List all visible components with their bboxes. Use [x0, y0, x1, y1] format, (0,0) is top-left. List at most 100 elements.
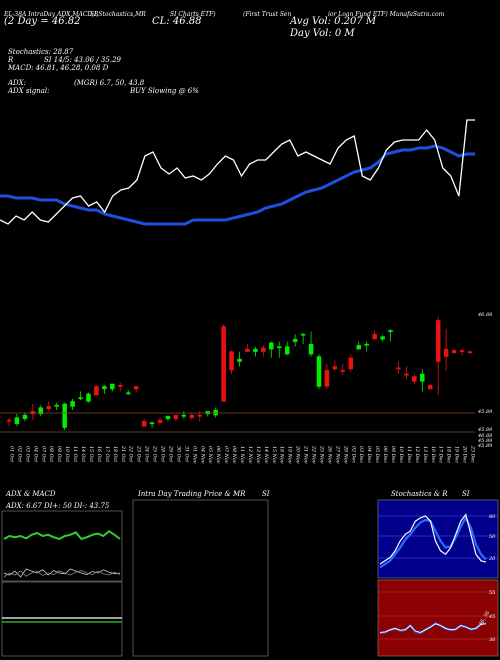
candle-body	[78, 397, 83, 400]
candle-body	[316, 356, 322, 387]
date-tick-label: 31 Oct	[183, 446, 189, 462]
date-tick-label: 11 Nov	[239, 446, 245, 464]
close-label: CL: 46.88	[152, 16, 202, 27]
buy-signal: BUY Slowing @ 6%	[130, 87, 199, 95]
candle-body	[269, 342, 274, 350]
intraday-panel-frame	[132, 499, 269, 657]
stochastics-readout: Stochastics: 28.87	[8, 48, 74, 56]
price-label-mid-3: 45.89	[478, 443, 493, 449]
candle-body	[451, 350, 457, 354]
candle-body	[125, 392, 131, 395]
date-tick-label: 04 Dec	[366, 446, 372, 463]
header-tab-2: SI,Stochastics,MR	[90, 11, 146, 18]
rsi-panel-line	[379, 623, 487, 633]
date-tick-label: 25 Nov	[318, 445, 324, 464]
date-tick-label: 28 Oct	[160, 445, 166, 462]
date-tick-label: 10 Dec	[398, 446, 404, 463]
candle-body	[300, 333, 306, 336]
candle-body	[62, 403, 67, 428]
adx-values: (MGR) 6.7, 50, 43.8	[74, 79, 145, 87]
di-plus-line	[3, 568, 121, 578]
candle-body	[54, 404, 59, 407]
candle-body	[70, 401, 75, 407]
date-tick-label: 21 Oct	[120, 445, 126, 462]
date-tick-label: 05 Nov	[207, 446, 213, 464]
candle-body	[308, 343, 314, 355]
date-tick-label: 18 Nov	[279, 446, 285, 464]
candle-body	[165, 416, 171, 420]
di-minus-line	[3, 570, 121, 578]
adx-label: ADX:	[8, 79, 27, 87]
candle-body	[443, 348, 449, 357]
date-tick-label: 19 Dec	[454, 446, 460, 463]
date-tick-label: 25 Oct	[152, 445, 158, 462]
candle-body	[348, 357, 354, 370]
candle-body	[22, 414, 28, 420]
stoch-title-b: SI	[462, 490, 470, 498]
candle-body	[94, 386, 99, 396]
candle-body	[157, 419, 163, 423]
date-tick-label: 03 Oct	[24, 446, 30, 462]
date-tick-label: 05 Dec	[374, 446, 380, 463]
date-tick-label: 22 Oct	[128, 445, 134, 462]
candle-body	[141, 421, 147, 427]
date-tick-label: 27 Nov	[334, 445, 340, 464]
date-tick-label: 03 Dec	[358, 446, 364, 463]
candle-body	[284, 346, 290, 355]
intraday-title-b: SI	[262, 490, 270, 498]
date-tick-label: 29 Nov	[342, 445, 348, 464]
header-tab-3: SI Charts ETF)	[170, 11, 216, 18]
day-label: (2 Day = 46.82	[4, 16, 81, 27]
date-tick-label: 18 Dec	[446, 446, 452, 463]
date-axis: 01 Oct 02 Oct 03 Oct 04 Oct 07 Oct 08 Oct 09 O…	[9, 445, 476, 464]
date-tick-label: 02 Dec	[350, 446, 356, 463]
candle-body	[197, 414, 203, 417]
date-tick-label: 15 Nov	[271, 446, 277, 464]
date-tick-label: 17 Dec	[438, 446, 444, 463]
date-tick-label: 07 Oct	[40, 446, 46, 462]
date-tick-label: 11 Oct	[72, 446, 78, 462]
date-tick-label: 02 Oct	[16, 446, 22, 462]
candle-body	[261, 347, 266, 352]
date-tick-label: 26 Nov	[326, 445, 332, 464]
candle-body	[253, 348, 258, 352]
date-tick-label: 21 Nov	[303, 445, 309, 464]
close-text: CL:	[152, 16, 170, 27]
price-label-low-2: 45.89	[478, 427, 493, 433]
date-tick-label: 15 Oct	[88, 446, 94, 462]
candle-body	[364, 343, 369, 346]
date-tick-label: 23 Oct	[136, 445, 142, 462]
rsi-tick-36: 36	[489, 637, 496, 643]
candle-body	[404, 373, 409, 376]
rsi-tick-55: 55	[489, 590, 496, 596]
date-tick-label: 23 Dec	[470, 445, 476, 463]
candle-body	[86, 393, 91, 402]
price-label-mid-2: 45.89	[478, 438, 493, 444]
candle-body	[245, 348, 250, 352]
date-tick-label: 13 Nov	[255, 446, 261, 464]
rsi-panel-frame	[377, 579, 499, 657]
candle-body	[6, 419, 12, 422]
date-tick-label: 14 Nov	[263, 446, 269, 464]
rsi-line	[0, 119, 475, 225]
stoch-tick-50: 50	[489, 534, 496, 540]
candle-body	[118, 384, 123, 387]
candle-body	[420, 373, 425, 382]
candle-body	[435, 320, 441, 362]
candle-body	[324, 370, 330, 387]
date-tick-label: 14 Oct	[80, 446, 86, 462]
stoch-k-line	[379, 513, 487, 565]
candle-body	[229, 351, 234, 371]
rsi-ma-overlay	[0, 119, 475, 226]
date-tick-label: 11 Dec	[406, 446, 412, 463]
header-tab-1: EL-38A IntraDay ADX,MACD,B	[4, 11, 99, 18]
date-tick-label: 10 Oct	[64, 446, 70, 462]
date-tick-label: 20 Nov	[295, 445, 301, 464]
date-tick-label: 01 Nov	[191, 446, 197, 464]
candle-body	[149, 422, 155, 425]
candle-body	[388, 330, 393, 332]
stoch-panel-frame	[377, 499, 499, 579]
adx-panel-values: ADX: 6.67 DI+: 50 DI-: 43.75	[6, 502, 110, 510]
adx-macd-title: ADX & MACD	[6, 490, 56, 498]
